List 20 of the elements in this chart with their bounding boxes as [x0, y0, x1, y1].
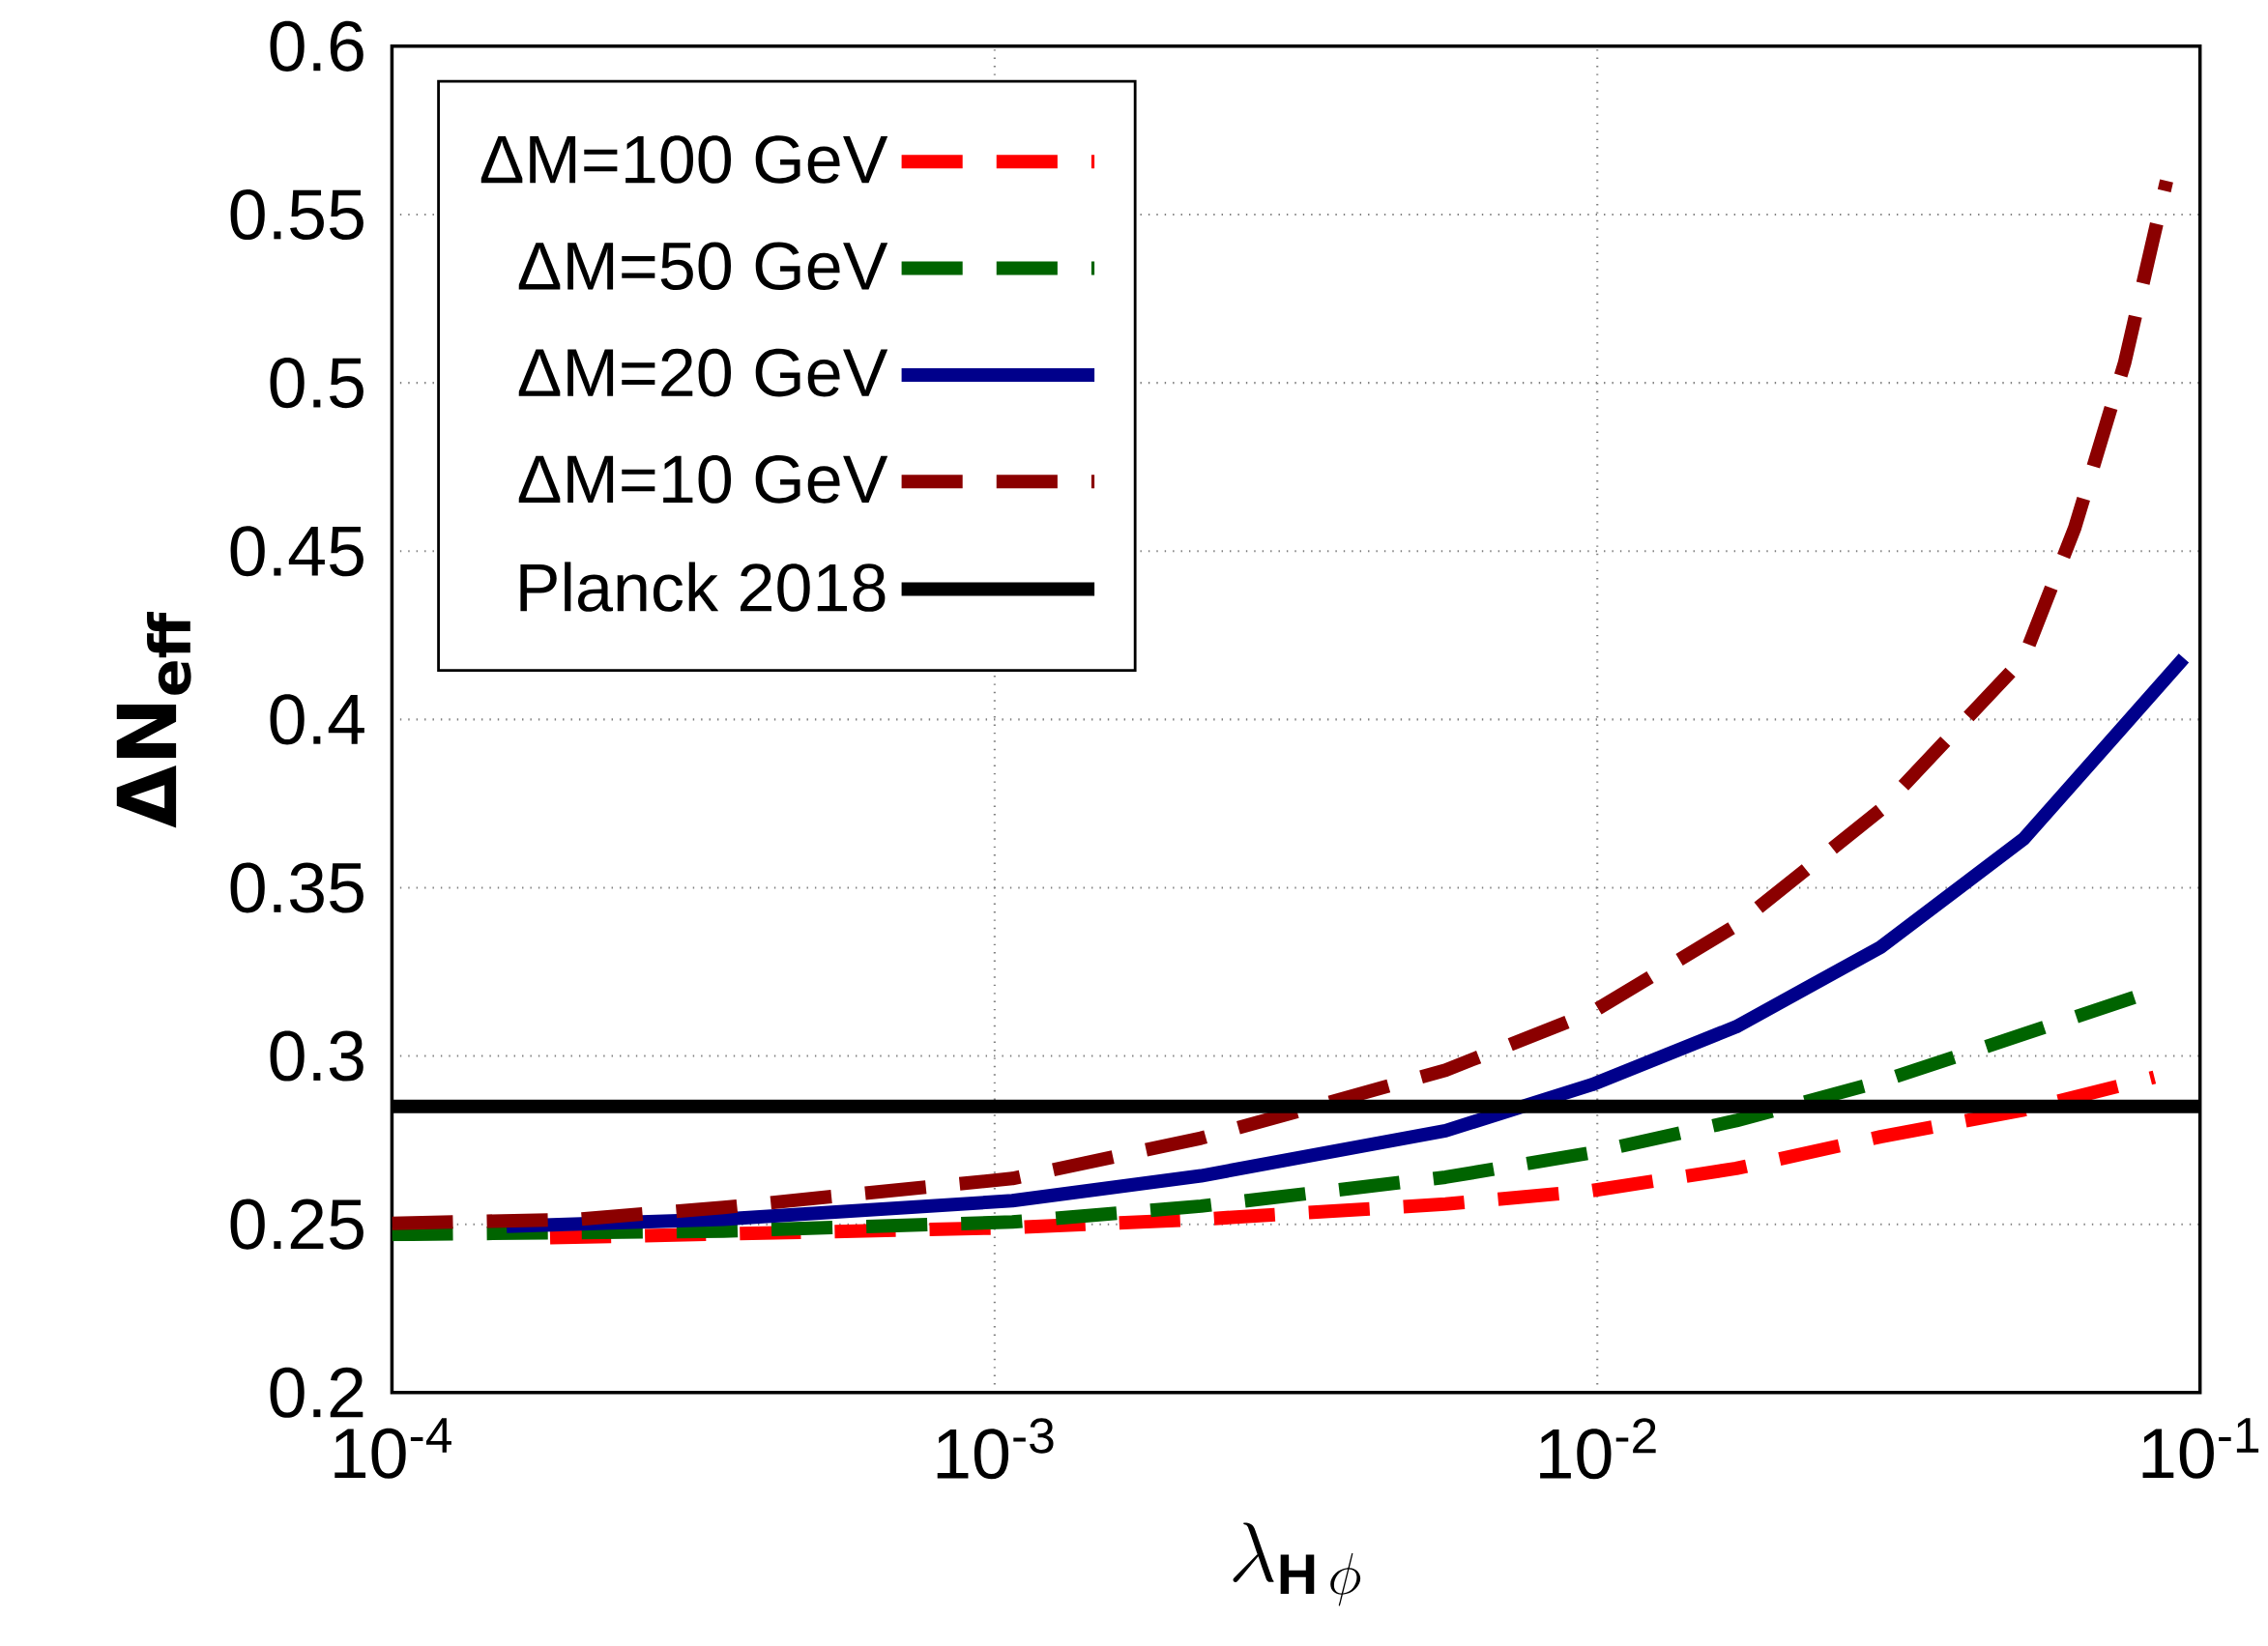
- x-axis-title: $\lambda_{\mathbf{H}\,\phi}$: [1233, 1522, 1361, 1606]
- legend-label: ΔM=50 GeV: [518, 242, 888, 291]
- y-tick-label: 0.6: [270, 20, 363, 72]
- y-tick-label: 0.2: [270, 1367, 363, 1419]
- x-tick-label: 10$^{-4}$: [334, 1418, 451, 1479]
- x-tick-label: 10$^{-3}$: [937, 1418, 1054, 1480]
- legend-label: ΔM=20 GeV: [518, 348, 888, 397]
- y-tick-label: 0.3: [270, 1030, 363, 1082]
- legend-label: ΔM=100 GeV: [480, 135, 888, 184]
- y-tick-label: 0.35: [230, 862, 363, 913]
- y-tick-label: 0.55: [230, 189, 363, 241]
- y-tick-label: 0.45: [230, 526, 363, 577]
- x-tick-label: 10$^{-2}$: [1540, 1418, 1656, 1480]
- y-tick-label: 0.5: [270, 358, 363, 409]
- x-tick-label: 10$^{-1}$: [2142, 1418, 2259, 1479]
- y-axis-title: ΔN$_{eff}$: [116, 612, 191, 828]
- y-tick-label: 0.25: [230, 1198, 363, 1250]
- y-tick-label: 0.4: [270, 694, 364, 745]
- legend-label: Planck 2018: [520, 562, 886, 613]
- legend-label: ΔM=10 GeV: [518, 455, 888, 504]
